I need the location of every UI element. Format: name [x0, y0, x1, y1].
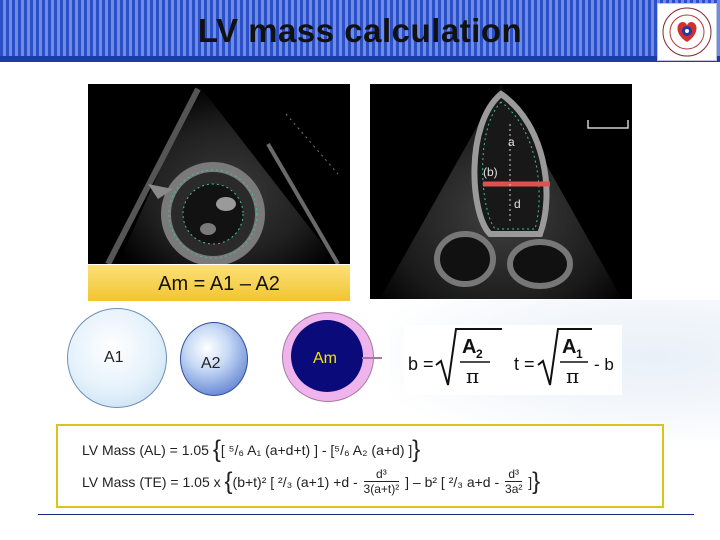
area-formula-text: Am = A1 – A2 [158, 273, 280, 295]
am-pointer-line [362, 357, 382, 359]
t-equals: t = [514, 354, 535, 374]
svg-text:- b: - b [594, 355, 614, 374]
circle-a2 [180, 322, 248, 396]
circle-am-core [291, 320, 363, 392]
slide-title: LV mass calculation [197, 12, 523, 49]
svg-text:1: 1 [576, 347, 583, 361]
echo-apical-image: a (b) d [370, 84, 632, 299]
svg-text:2: 2 [476, 347, 483, 361]
circle-am-label: Am [313, 350, 337, 367]
lv-mass-te-formula: LV Mass (TE) = 1.05 x {(b+t)² [ ²/₃ (a+1… [82, 466, 541, 496]
lv-mass-al-formula: LV Mass (AL) = 1.05 {[ ⁵/₆ A₁ (a+d+t) ] … [82, 436, 421, 463]
svg-text:π: π [566, 364, 579, 388]
hospital-logo [657, 3, 717, 61]
echo-label-d: d [514, 197, 521, 211]
circle-a1-label: A1 [104, 349, 124, 366]
echo-short-axis-image [88, 84, 350, 266]
radius-formula: b = A 2 π t = A 1 π - b [404, 325, 622, 395]
title-bar [0, 0, 720, 62]
svg-text:π: π [466, 364, 479, 388]
footer-rule [38, 514, 694, 515]
title-bar-underline [0, 56, 720, 62]
echo-label-b: (b) [483, 165, 498, 179]
svg-text:A: A [562, 336, 576, 358]
circle-a1 [67, 308, 167, 408]
lv-mass-formula-box: LV Mass (AL) = 1.05 {[ ⁵/₆ A₁ (a+d+t) ] … [56, 424, 664, 508]
echo-label-a: a [508, 135, 515, 149]
circle-a2-label: A2 [201, 355, 221, 372]
area-formula-bar: Am = A1 – A2 [88, 265, 350, 301]
b-equals: b = [408, 354, 434, 374]
svg-text:A: A [462, 336, 476, 358]
